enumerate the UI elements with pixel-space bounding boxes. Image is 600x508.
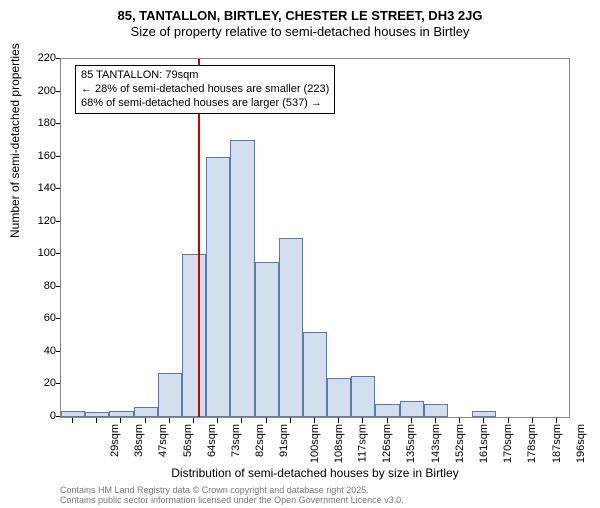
x-tick-label: 117sqm [356, 424, 368, 462]
x-tick-mark [508, 418, 509, 423]
annotation-line2: ← 28% of semi-detached houses are smalle… [81, 83, 329, 97]
x-tick-mark [556, 418, 557, 423]
histogram-bar [424, 404, 448, 417]
x-tick-mark [532, 418, 533, 423]
x-tick-label: 196sqm [575, 424, 587, 463]
histogram-bar [134, 407, 158, 417]
y-tick-label: 120 [26, 215, 56, 227]
x-tick-label: 170sqm [502, 424, 514, 463]
x-tick-mark [387, 418, 388, 423]
x-tick-mark [72, 418, 73, 423]
y-tick-label: 160 [26, 150, 56, 162]
x-tick-mark [290, 418, 291, 423]
histogram-bar [230, 140, 254, 417]
histogram-bar [327, 378, 351, 417]
histogram-bar [182, 254, 206, 417]
chart-title-line2: Size of property relative to semi-detach… [0, 24, 600, 39]
x-tick-label: 187sqm [551, 424, 563, 463]
y-tick-label: 80 [26, 280, 56, 292]
x-tick-mark [338, 418, 339, 423]
x-tick-label: 64sqm [206, 424, 218, 457]
histogram-bar [255, 262, 279, 417]
histogram-bar [279, 238, 303, 417]
x-tick-label: 38sqm [133, 424, 145, 457]
annotation-line1: 85 TANTALLON: 79sqm [81, 69, 329, 83]
x-tick-mark [241, 418, 242, 423]
histogram-bar [472, 411, 496, 418]
x-tick-label: 152sqm [454, 424, 466, 463]
plot-area: 85 TANTALLON: 79sqm ← 28% of semi-detach… [60, 58, 570, 418]
x-tick-label: 161sqm [478, 424, 490, 463]
x-tick-label: 143sqm [430, 424, 442, 463]
footer-line2: Contains public sector information licen… [60, 496, 404, 506]
histogram-bar [158, 373, 182, 417]
x-tick-label: 178sqm [526, 424, 538, 463]
x-tick-label: 29sqm [109, 424, 121, 457]
histogram-bar [61, 411, 85, 418]
chart-footer: Contains HM Land Registry data © Crown c… [60, 486, 404, 506]
x-tick-label: 135sqm [406, 424, 418, 463]
histogram-bar [206, 157, 230, 417]
y-tick-label: 20 [26, 377, 56, 389]
y-tick-label: 140 [26, 182, 56, 194]
y-tick-label: 220 [26, 52, 56, 64]
x-axis-label: Distribution of semi-detached houses by … [60, 466, 570, 480]
x-tick-label: 73sqm [230, 424, 242, 457]
x-tick-label: 126sqm [381, 424, 393, 463]
y-tick-label: 40 [26, 345, 56, 357]
histogram-bar [375, 404, 399, 417]
annotation-box: 85 TANTALLON: 79sqm ← 28% of semi-detach… [75, 65, 335, 114]
chart-title-line1: 85, TANTALLON, BIRTLEY, CHESTER LE STREE… [0, 8, 600, 23]
x-tick-mark [435, 418, 436, 423]
chart-container: 85, TANTALLON, BIRTLEY, CHESTER LE STREE… [0, 8, 600, 508]
histogram-bar [85, 412, 109, 417]
x-tick-mark [459, 418, 460, 423]
x-tick-label: 91sqm [278, 424, 290, 457]
y-tick-label: 60 [26, 312, 56, 324]
y-tick-label: 100 [26, 247, 56, 259]
histogram-bar [400, 401, 424, 417]
y-axis-label: Number of semi-detached properties [8, 43, 22, 238]
x-tick-mark [266, 418, 267, 423]
x-tick-label: 47sqm [158, 424, 170, 457]
x-tick-mark [483, 418, 484, 423]
histogram-bar [303, 332, 327, 417]
x-tick-mark [314, 418, 315, 423]
y-tick-label: 200 [26, 85, 56, 97]
histogram-bar [351, 376, 375, 417]
x-tick-label: 82sqm [254, 424, 266, 457]
x-tick-mark [169, 418, 170, 423]
x-tick-label: 56sqm [182, 424, 194, 457]
x-tick-mark [96, 418, 97, 423]
histogram-bar [109, 411, 133, 418]
x-tick-mark [193, 418, 194, 423]
x-tick-mark [411, 418, 412, 423]
y-tick-label: 0 [26, 410, 56, 422]
x-tick-label: 100sqm [309, 424, 321, 463]
x-tick-mark [362, 418, 363, 423]
x-tick-mark [145, 418, 146, 423]
x-tick-label: 108sqm [333, 424, 345, 463]
annotation-line3: 68% of semi-detached houses are larger (… [81, 97, 329, 111]
x-tick-mark [217, 418, 218, 423]
x-tick-mark [120, 418, 121, 423]
y-tick-label: 180 [26, 117, 56, 129]
